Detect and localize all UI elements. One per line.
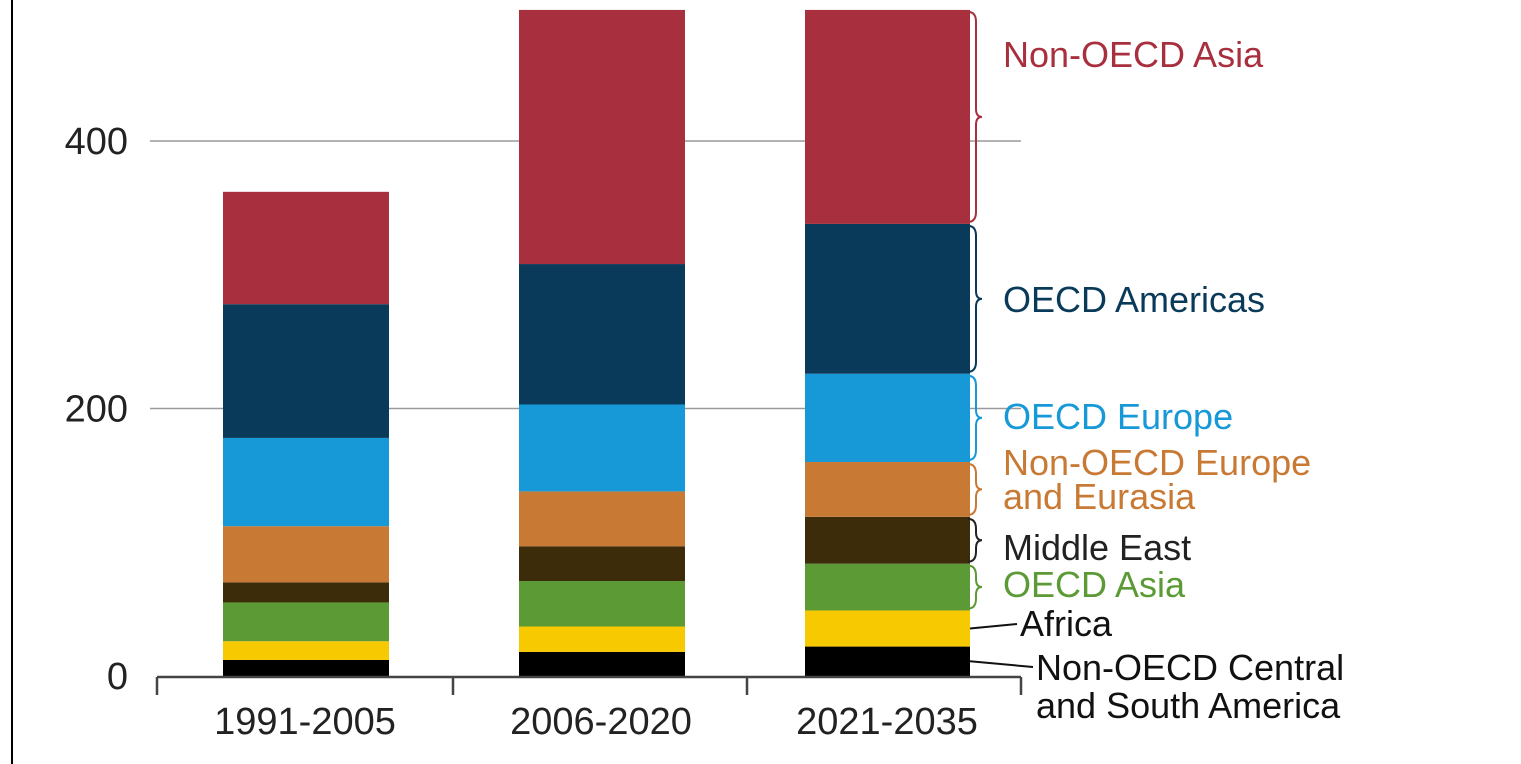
legend-bracket bbox=[967, 224, 983, 373]
legend-bracket bbox=[967, 517, 983, 563]
bar-segment bbox=[805, 646, 970, 676]
y-tick-label: 0 bbox=[107, 656, 128, 698]
bar-segment bbox=[519, 546, 685, 582]
bar-segment bbox=[223, 437, 389, 527]
bar-segment bbox=[519, 9, 685, 265]
bar-segment bbox=[223, 191, 389, 305]
legend-label: and South America bbox=[1036, 685, 1341, 726]
x-tick-label: 2006-2020 bbox=[510, 701, 692, 743]
bar-segment bbox=[805, 610, 970, 647]
legend-label: OECD Asia bbox=[1003, 564, 1186, 605]
legend: Non-OECD Asia OECD Americas OECD Europe Non… bbox=[967, 10, 1344, 726]
x-tick-labels: 1991-2005 2006-2020 2021-2035 bbox=[214, 701, 978, 743]
bar-segment bbox=[805, 563, 970, 611]
bar-segment bbox=[805, 462, 970, 517]
bar-segment bbox=[519, 491, 685, 547]
y-tick-labels: 0 200 400 bbox=[65, 121, 128, 698]
x-axis bbox=[155, 675, 1023, 695]
legend-bracket bbox=[967, 374, 983, 461]
legend-label: Middle East bbox=[1003, 527, 1191, 568]
y-tick-label: 400 bbox=[65, 121, 128, 163]
bar-segment bbox=[223, 526, 389, 583]
bar-segment bbox=[223, 304, 389, 438]
legend-bracket bbox=[967, 10, 983, 223]
bar-segment bbox=[805, 516, 970, 564]
bar-segment bbox=[223, 659, 389, 676]
legend-label: Africa bbox=[1020, 603, 1113, 644]
legend-label: and Eurasia bbox=[1003, 476, 1196, 517]
legend-leader-line bbox=[969, 623, 1018, 630]
legend-leader-line bbox=[969, 660, 1034, 668]
bar-segment bbox=[223, 582, 389, 603]
bar-segment bbox=[805, 373, 970, 462]
legend-bracket bbox=[967, 564, 983, 610]
bar-segment bbox=[519, 626, 685, 652]
bar-segment bbox=[223, 641, 389, 660]
bar-segment bbox=[519, 581, 685, 627]
bar-segment bbox=[805, 9, 970, 224]
legend-label: Non-OECD Central bbox=[1036, 647, 1344, 688]
legend-label: Non-OECD Asia bbox=[1003, 34, 1264, 75]
bar-segment bbox=[519, 264, 685, 405]
bar-segment bbox=[223, 602, 389, 642]
legend-label: OECD Europe bbox=[1003, 396, 1233, 437]
bars-group bbox=[223, 9, 970, 676]
legend-bracket bbox=[967, 463, 983, 516]
legend-label: OECD Americas bbox=[1003, 279, 1265, 320]
legend-label: Non-OECD Europe bbox=[1003, 442, 1311, 483]
x-tick-label: 2021-2035 bbox=[796, 701, 978, 743]
bar-segment bbox=[519, 404, 685, 492]
bar-segment bbox=[519, 651, 685, 676]
bar-segment bbox=[805, 223, 970, 374]
y-tick-label: 200 bbox=[65, 389, 128, 431]
x-tick-label: 1991-2005 bbox=[214, 701, 396, 743]
